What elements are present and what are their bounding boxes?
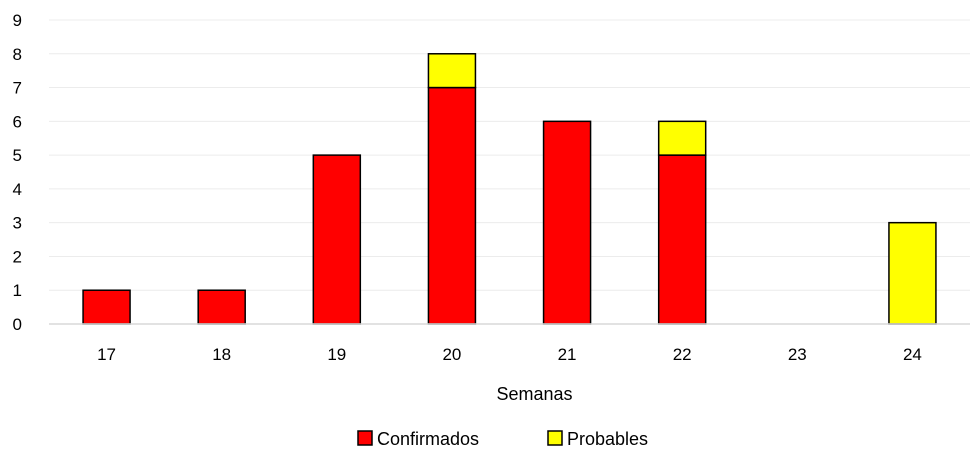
bar-confirmados-17 <box>82 289 131 325</box>
y-tick-label: 0 <box>13 315 22 334</box>
x-tick-label: 24 <box>903 345 922 364</box>
y-tick-label: 2 <box>13 247 22 266</box>
x-tick-label: 18 <box>212 345 231 364</box>
y-tick-label: 9 <box>13 11 22 30</box>
x-tick-label: 20 <box>442 345 461 364</box>
legend-swatch-probables <box>547 430 563 446</box>
bar-probables-24 <box>888 221 937 325</box>
bar-confirmados-19 <box>312 154 362 325</box>
bar-confirmados-22 <box>657 154 707 325</box>
bar-probables-22 <box>657 120 707 156</box>
y-tick-label: 3 <box>13 214 22 233</box>
x-tick-label: 19 <box>327 345 346 364</box>
bar-confirmados-18 <box>197 289 246 325</box>
y-axis-ticks: 0 1 2 3 4 5 6 7 8 9 <box>13 11 22 334</box>
legend-swatch-confirmados <box>357 430 373 446</box>
bar-confirmados-20 <box>427 86 477 325</box>
bars <box>82 53 937 325</box>
legend-label-confirmados: Confirmados <box>377 429 479 449</box>
x-axis-ticks: 17 18 19 20 21 22 23 24 <box>97 345 922 364</box>
bar-confirmados-21 <box>542 120 592 325</box>
x-tick-label: 23 <box>788 345 807 364</box>
x-tick-label: 21 <box>558 345 577 364</box>
y-tick-label: 7 <box>13 79 22 98</box>
y-tick-label: 5 <box>13 146 22 165</box>
legend-label-probables: Probables <box>567 429 648 449</box>
gridlines <box>49 19 970 291</box>
y-tick-label: 8 <box>13 45 22 64</box>
x-axis-title: Semanas <box>496 384 572 404</box>
x-tick-label: 17 <box>97 345 116 364</box>
y-tick-label: 6 <box>13 112 22 131</box>
legend: Confirmados Probables <box>357 429 648 449</box>
y-tick-label: 1 <box>13 281 22 300</box>
y-tick-label: 4 <box>13 180 22 199</box>
x-tick-label: 22 <box>673 345 692 364</box>
bar-probables-20 <box>427 53 477 89</box>
